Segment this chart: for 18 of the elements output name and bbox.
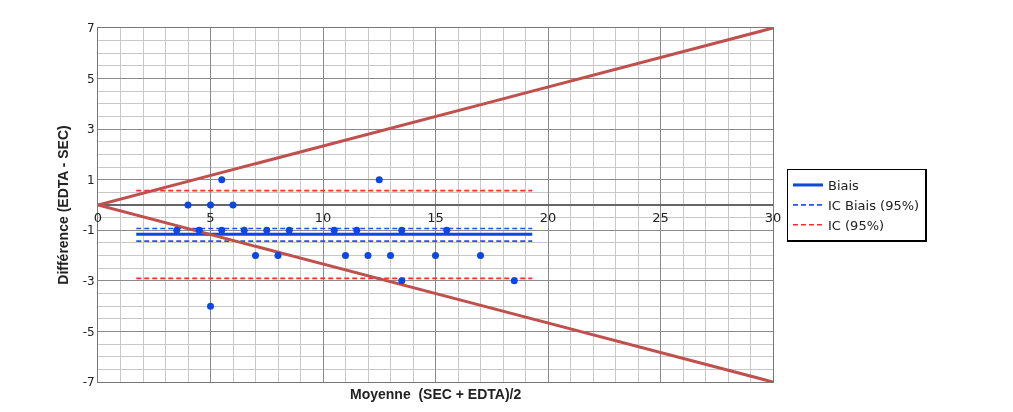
y-tick-label: 1 [86,172,95,187]
legend-label: IC Biais (95%) [828,197,920,213]
y-tick-label: 7 [86,21,95,36]
y-tick-label: -7 [82,375,95,390]
y-tick-label: -1 [82,223,95,238]
x-tick-label: 5 [206,209,215,225]
y-tick-label: -5 [82,324,95,339]
y-tick-label: 3 [86,122,95,137]
y-tick-label: -3 [82,274,95,289]
legend-label: Biais [828,178,860,194]
x-tick-label: 15 [427,209,444,225]
y-axis-title: Différence (EDTA - SEC) [55,125,72,285]
x-tick-label: 25 [652,209,669,225]
x-tick-label: 20 [539,209,557,225]
x-axis-title: Moyenne (SEC + EDTA)/2 [350,386,522,402]
legend-label: IC (95%) [828,217,885,233]
x-tick-label: 10 [314,209,332,225]
y-tick-label: 5 [86,71,95,86]
